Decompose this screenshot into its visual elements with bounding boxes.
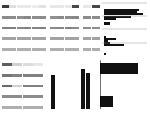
Bar	[17, 38, 24, 41]
Bar	[104, 23, 110, 25]
Bar	[65, 27, 72, 30]
Bar	[39, 6, 46, 9]
Bar	[92, 48, 100, 51]
Bar	[65, 6, 72, 9]
Bar	[104, 16, 131, 19]
Bar	[92, 38, 100, 41]
Bar	[104, 56, 105, 58]
Bar	[57, 27, 64, 30]
Bar	[32, 6, 39, 9]
Bar	[33, 85, 43, 88]
Bar	[9, 38, 16, 41]
Bar	[104, 58, 105, 60]
Bar	[57, 17, 64, 20]
Bar	[83, 48, 91, 51]
Bar	[12, 106, 22, 109]
Bar	[12, 74, 22, 77]
Bar	[104, 36, 106, 39]
Bar	[2, 27, 9, 30]
Bar	[24, 27, 31, 30]
Bar	[57, 6, 64, 9]
Bar	[39, 17, 46, 20]
Bar	[12, 95, 22, 98]
Bar	[92, 6, 100, 9]
Bar	[32, 48, 39, 51]
Bar	[72, 27, 79, 30]
Bar	[32, 38, 39, 41]
Bar	[92, 27, 100, 30]
Bar	[104, 19, 116, 21]
Bar	[24, 38, 31, 41]
Bar	[83, 38, 91, 41]
Bar	[72, 6, 79, 9]
Bar	[2, 17, 9, 20]
Bar	[2, 85, 12, 88]
Bar	[104, 43, 110, 45]
Bar	[57, 38, 64, 41]
Bar	[57, 48, 64, 51]
Bar	[24, 6, 31, 9]
Bar	[72, 48, 79, 51]
Bar	[86, 73, 90, 109]
Bar	[9, 17, 16, 20]
Bar	[23, 74, 33, 77]
Bar	[39, 48, 46, 51]
Bar	[9, 27, 16, 30]
Bar	[33, 106, 43, 109]
Bar	[83, 17, 91, 20]
Bar	[81, 69, 85, 109]
Bar	[65, 38, 72, 41]
Bar	[2, 74, 12, 77]
Bar	[104, 12, 137, 14]
Bar	[9, 48, 16, 51]
Bar	[72, 38, 79, 41]
Bar	[50, 48, 57, 51]
Bar	[17, 17, 24, 20]
Bar	[12, 85, 22, 88]
Bar	[104, 54, 106, 56]
Bar	[104, 45, 123, 47]
Bar	[32, 17, 39, 20]
Bar	[39, 27, 46, 30]
Bar	[33, 74, 43, 77]
Bar	[104, 14, 143, 16]
Bar	[50, 38, 57, 41]
Bar	[24, 17, 31, 20]
Bar	[39, 38, 46, 41]
Bar	[100, 63, 138, 75]
Bar	[23, 64, 33, 67]
Bar	[72, 17, 79, 20]
Bar	[2, 95, 12, 98]
Bar	[33, 95, 43, 98]
Bar	[92, 17, 100, 20]
Bar	[17, 27, 24, 30]
Bar	[51, 75, 55, 109]
Bar	[24, 48, 31, 51]
Bar	[100, 96, 112, 107]
Bar	[65, 48, 72, 51]
Bar	[83, 6, 91, 9]
Bar	[32, 27, 39, 30]
Bar	[50, 27, 57, 30]
Bar	[50, 17, 57, 20]
Bar	[23, 106, 33, 109]
Bar	[33, 64, 43, 67]
Bar	[104, 41, 108, 43]
Bar	[17, 48, 24, 51]
Bar	[50, 6, 57, 9]
Bar	[104, 39, 116, 41]
Bar	[104, 10, 139, 12]
Bar	[12, 64, 22, 67]
Bar	[17, 6, 24, 9]
Bar	[2, 64, 12, 67]
Bar	[2, 6, 9, 9]
Bar	[65, 17, 72, 20]
Bar	[2, 106, 12, 109]
Bar	[9, 6, 16, 9]
Bar	[2, 48, 9, 51]
Bar	[83, 27, 91, 30]
Bar	[23, 85, 33, 88]
Bar	[2, 38, 9, 41]
Bar	[23, 95, 33, 98]
